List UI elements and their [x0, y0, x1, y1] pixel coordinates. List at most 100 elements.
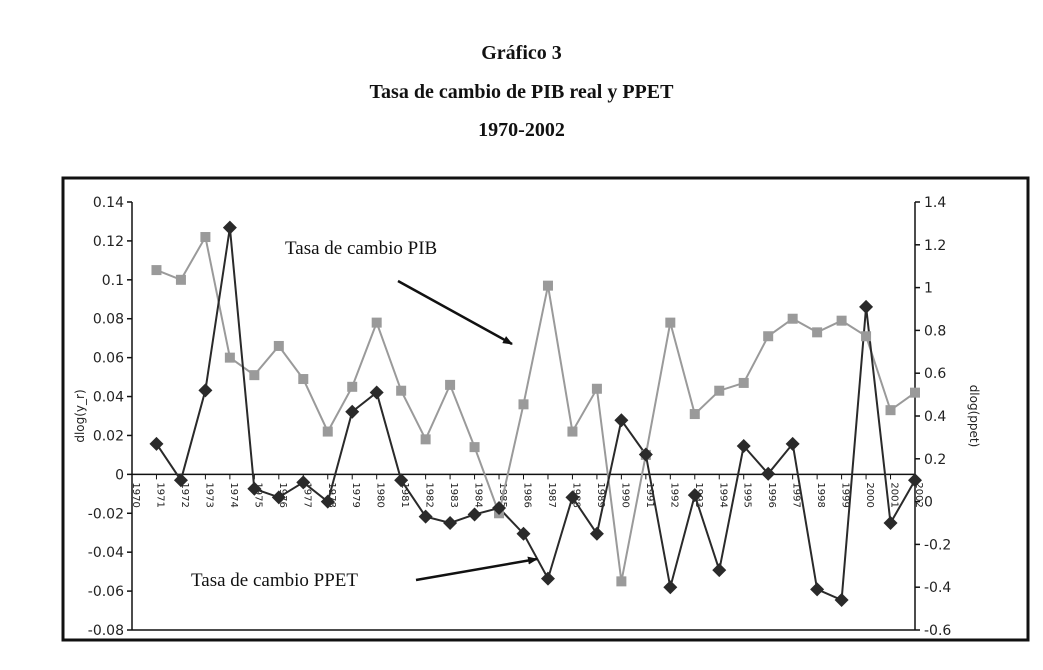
y2-tick-label: 0.6: [924, 366, 946, 382]
x-tick-label: 1992: [668, 482, 679, 507]
x-tick-label: 1977: [301, 482, 312, 507]
data-point-ppet: [222, 220, 237, 235]
data-point-ppet: [149, 436, 164, 451]
chart-title: Tasa de cambio de PIB real y PPET: [369, 81, 674, 103]
y-tick-label: -0.08: [88, 623, 124, 639]
x-tick-label: 1975: [252, 482, 263, 507]
x-tick-label: 1996: [766, 482, 777, 507]
y2-tick-label: 0.4: [924, 409, 946, 425]
y2-axis-label: dlog(ppet): [967, 385, 981, 448]
x-tick-label: 1978: [326, 482, 337, 507]
x-tick-label: 1995: [742, 482, 753, 507]
y-tick-label: 0.1: [102, 273, 124, 289]
x-tick-label: 1987: [546, 482, 557, 507]
data-point-ppet: [834, 593, 849, 608]
series-line-2: [155, 227, 916, 602]
y2-tick-label: -0.4: [924, 580, 951, 596]
data-point-pib: [420, 434, 431, 445]
data-point-ppet: [247, 481, 262, 496]
data-point-pib: [616, 576, 627, 587]
data-point-pib: [469, 442, 480, 453]
chart-period: 1970-2002: [478, 119, 565, 141]
data-point-pib: [347, 381, 358, 392]
data-point-pib: [910, 387, 920, 398]
data-point-ppet: [908, 473, 922, 488]
data-point-pib: [665, 317, 676, 328]
data-point-ppet: [394, 473, 409, 488]
data-point-pib: [714, 385, 725, 396]
x-tick-label: 2001: [889, 482, 900, 507]
x-tick-label: 1998: [815, 482, 826, 507]
data-point-pib: [591, 383, 602, 394]
figure-number: Gráfico 3: [481, 42, 562, 64]
data-point-ppet: [565, 490, 580, 505]
data-point-pib: [812, 327, 823, 338]
data-point-pib: [518, 399, 529, 410]
data-point-ppet: [516, 526, 531, 541]
data-point-ppet: [663, 580, 678, 595]
y-tick-label: 0.14: [93, 195, 124, 211]
data-point-ppet: [614, 413, 629, 428]
y2-tick-label: -0.6: [924, 623, 951, 639]
data-point-pib: [689, 409, 700, 420]
y-tick-label: 0.02: [93, 428, 124, 444]
data-point-ppet: [418, 509, 433, 524]
y2-tick-label: 1.4: [924, 195, 946, 211]
data-point-pib: [738, 377, 749, 388]
data-point-pib: [787, 313, 798, 324]
data-point-pib: [542, 280, 553, 291]
x-tick-label: 1973: [203, 482, 214, 507]
data-point-pib: [445, 379, 456, 390]
x-tick-label: 1983: [448, 482, 459, 507]
data-point-ppet: [589, 526, 604, 541]
annotation-pib-arrow: [397, 279, 513, 346]
data-point-pib: [371, 317, 382, 328]
x-tick-label: 1979: [350, 482, 361, 507]
data-point-ppet: [540, 571, 555, 586]
data-point-ppet: [883, 516, 898, 530]
x-tick-label: 1986: [522, 482, 533, 507]
x-tick-label: 1971: [154, 482, 165, 507]
data-point-ppet: [271, 490, 286, 505]
data-point-ppet: [712, 563, 727, 578]
data-point-ppet: [785, 436, 800, 451]
x-tick-label: 1981: [399, 482, 410, 507]
data-point-ppet: [320, 494, 335, 509]
data-point-pib: [861, 331, 872, 342]
x-tick-label: 1984: [473, 482, 484, 507]
data-point-pib: [298, 374, 309, 385]
data-point-ppet: [173, 473, 188, 488]
x-tick-label: 1991: [644, 482, 655, 507]
y2-tick-label: -0.2: [924, 537, 951, 553]
y2-tick-label: 0: [924, 495, 933, 511]
data-point-pib: [200, 232, 211, 243]
data-point-ppet: [198, 383, 213, 398]
x-tick-label: 1990: [619, 482, 630, 507]
data-point-pib: [224, 352, 235, 363]
data-point-pib: [567, 426, 578, 437]
data-point-ppet: [443, 516, 458, 530]
data-point-pib: [763, 331, 774, 342]
y-tick-label: 0.12: [93, 234, 124, 250]
x-tick-label: 1980: [375, 482, 386, 507]
y-tick-label: 0.08: [93, 312, 124, 328]
data-point-ppet: [369, 385, 384, 400]
data-point-ppet: [467, 507, 482, 522]
data-point-pib: [175, 274, 186, 285]
x-tick-label: 1997: [791, 482, 802, 507]
data-point-pib: [322, 426, 333, 437]
data-point-pib: [151, 265, 162, 276]
annotation-pib: Tasa de cambio PIB: [285, 238, 437, 259]
y2-tick-label: 0.2: [924, 452, 946, 468]
data-point-pib: [885, 405, 896, 416]
x-tick-label: 1999: [840, 482, 851, 507]
x-tick-label: 1974: [228, 482, 239, 507]
data-point-pib: [273, 340, 284, 351]
data-point-ppet: [345, 404, 360, 419]
data-point-pib: [396, 385, 407, 396]
y-tick-label: 0.06: [93, 351, 124, 367]
annotation-ppet-arrow: [415, 556, 538, 582]
x-tick-label: 1982: [424, 482, 435, 507]
y-tick-label: -0.02: [88, 506, 124, 522]
